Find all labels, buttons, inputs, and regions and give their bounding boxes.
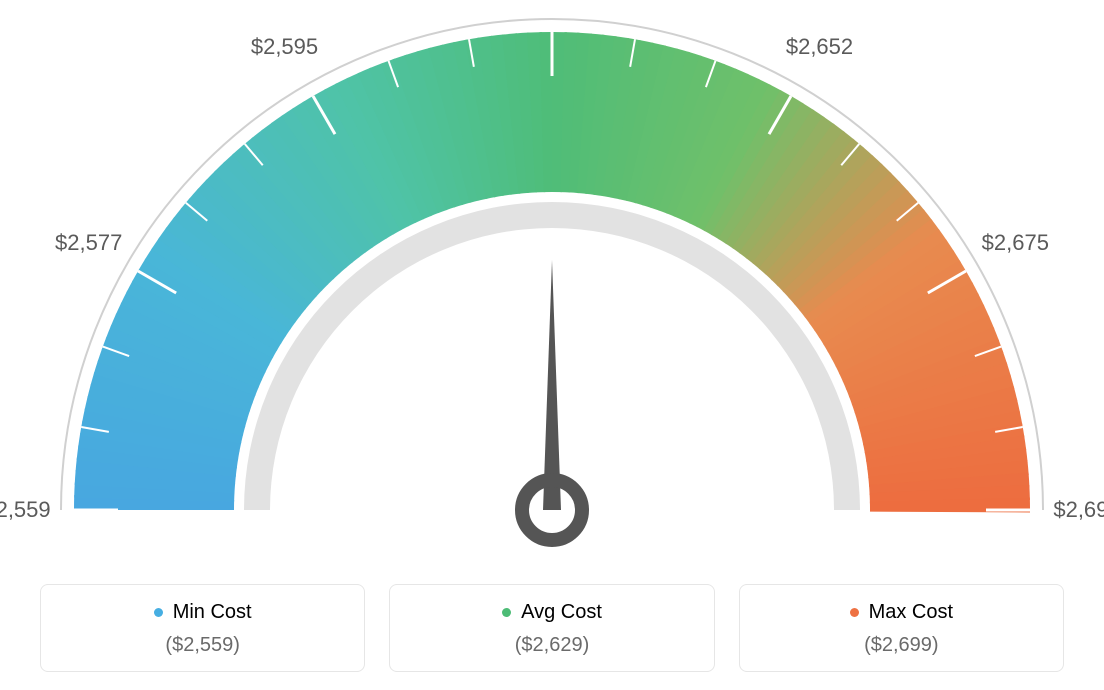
gauge-tick-label: $2,559 — [0, 497, 51, 523]
legend-title-min: Min Cost — [154, 601, 252, 624]
dot-icon — [154, 608, 163, 617]
legend-card-min: Min Cost ($2,559) — [40, 584, 365, 672]
legend-row: Min Cost ($2,559) Avg Cost ($2,629) Max … — [40, 584, 1064, 672]
legend-label: Avg Cost — [521, 601, 602, 624]
legend-card-avg: Avg Cost ($2,629) — [389, 584, 714, 672]
legend-label: Max Cost — [869, 601, 953, 624]
legend-card-max: Max Cost ($2,699) — [739, 584, 1064, 672]
gauge-tick-label: $2,652 — [786, 34, 853, 60]
gauge-tick-label: $2,675 — [982, 230, 1049, 256]
legend-title-max: Max Cost — [850, 601, 953, 624]
gauge-tick-label: $2,595 — [251, 34, 318, 60]
legend-title-avg: Avg Cost — [502, 601, 602, 624]
gauge-svg — [0, 0, 1104, 560]
legend-value-max: ($2,699) — [750, 634, 1053, 657]
gauge-tick-label: $2,577 — [55, 230, 122, 256]
gauge-chart: $2,559$2,577$2,595$2,629$2,652$2,675$2,6… — [0, 0, 1104, 560]
legend-value-min: ($2,559) — [51, 634, 354, 657]
gauge-tick-label: $2,699 — [1053, 497, 1104, 523]
dot-icon — [850, 608, 859, 617]
legend-value-avg: ($2,629) — [400, 634, 703, 657]
legend-label: Min Cost — [173, 601, 252, 624]
dot-icon — [502, 608, 511, 617]
